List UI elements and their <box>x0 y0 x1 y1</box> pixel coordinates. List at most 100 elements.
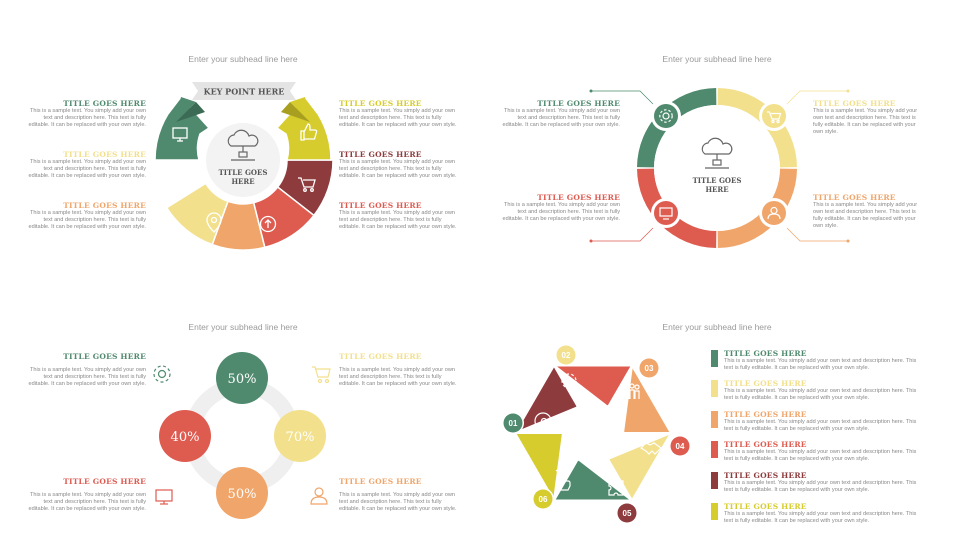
item-description: This is a sample text. You simply add yo… <box>28 367 146 387</box>
q4-legend-color-bar <box>711 380 718 397</box>
q4-number-badge <box>503 413 523 433</box>
item-title: TITLE GOES HERE <box>537 193 620 202</box>
q3-circle-right <box>274 410 326 462</box>
item-description: This is a sample text. You simply add yo… <box>724 449 917 462</box>
q2-connector-orange <box>786 227 848 242</box>
q2-center-title-line1: TITLE GOES <box>693 176 742 185</box>
q2-connector-green <box>591 90 654 105</box>
item-description: This is a sample text. You simply add yo… <box>502 108 620 128</box>
item-description: This is a sample text. You simply add yo… <box>724 358 917 371</box>
q1-item-green: TITLE GOES HERE This is a sample text. Y… <box>26 99 146 129</box>
q4-legend-color-bar <box>711 411 718 428</box>
item-title: TITLE GOES HERE <box>63 477 146 486</box>
q4-legend-3: TITLE GOES HERE This is a sample text. Y… <box>724 410 924 433</box>
q4-legend-color-bar <box>711 472 718 489</box>
q4-legend-bars <box>711 350 718 520</box>
item-title: TITLE GOES HERE <box>724 471 807 480</box>
item-title: TITLE GOES HERE <box>724 349 807 358</box>
item-title: TITLE GOES HERE <box>724 502 807 511</box>
item-title: TITLE GOES HERE <box>339 352 422 361</box>
item-title: TITLE GOES HERE <box>724 440 807 449</box>
item-title: TITLE GOES HERE <box>339 201 422 210</box>
q4-badges: 01 02 03 04 05 06 <box>502 344 691 524</box>
q4-number-label: 01 <box>509 419 518 428</box>
q1-wheel: KEY POINT HERE TITLE GOES HERE <box>154 82 334 251</box>
q4-legend-color-bar <box>711 441 718 458</box>
q2-badge-green <box>651 101 681 131</box>
item-title: TITLE GOES HERE <box>339 150 422 159</box>
q2-badge-orange <box>759 198 789 228</box>
q4-number-badge <box>639 358 659 378</box>
puzzle-icon <box>608 478 626 496</box>
item-description: This is a sample text. You simply add yo… <box>813 202 918 229</box>
item-title: TITLE GOES HERE <box>724 379 807 388</box>
q4-aperture: 01 02 03 04 05 06 <box>502 344 718 524</box>
q4-number-badge <box>617 503 637 523</box>
q4-legend-6: TITLE GOES HERE This is a sample text. Y… <box>724 502 924 525</box>
item-description: This is a sample text. You simply add yo… <box>339 210 457 230</box>
q1-item-yellow: TITLE GOES HERE This is a sample text. Y… <box>339 99 459 129</box>
item-description: This is a sample text. You simply add yo… <box>339 492 457 512</box>
q4-segments <box>512 362 674 504</box>
key-point-banner <box>192 82 296 100</box>
q1-segment-light-yellow <box>165 182 229 246</box>
cart-icon <box>312 366 331 384</box>
q1-arrow-tip-left <box>176 97 196 122</box>
upload-icon <box>259 215 277 233</box>
q1-item-red: TITLE GOES HERE This is a sample text. Y… <box>339 201 459 231</box>
location-pin-icon <box>206 212 222 233</box>
q4-number-badge <box>556 345 576 365</box>
item-title: TITLE GOES HERE <box>537 99 620 108</box>
q2-center-title-line2: HERE <box>705 185 728 194</box>
q3-item-red: TITLE GOES HERE This is a sample text. Y… <box>26 477 146 513</box>
q2-item-red: TITLE GOES HERE This is a sample text. Y… <box>500 193 620 223</box>
q3-percent-top: 50% <box>228 372 257 387</box>
q4-number-badge <box>670 436 690 456</box>
thumbs-up-icon <box>300 123 318 141</box>
item-description: This is a sample text. You simply add yo… <box>28 108 146 128</box>
cart-icon <box>298 177 316 192</box>
q4-blade-green <box>552 457 635 502</box>
key-point-text: KEY POINT HERE <box>204 87 285 97</box>
head-gear-icon <box>534 412 554 432</box>
gear-icon <box>153 365 171 383</box>
handshake-icon <box>640 442 662 455</box>
q3-circle-bottom <box>216 467 268 519</box>
item-title: TITLE GOES HERE <box>63 352 146 361</box>
item-title: TITLE GOES HERE <box>724 410 807 419</box>
item-description: This is a sample text. You simply add yo… <box>724 480 917 493</box>
q2-segment-red <box>637 168 717 248</box>
q1-item-orange: TITLE GOES HERE This is a sample text. Y… <box>26 201 146 231</box>
q2-segments <box>637 88 797 248</box>
user-icon <box>310 487 328 505</box>
item-description: This is a sample text. You simply add yo… <box>724 511 917 524</box>
q1-subhead: Enter your subhead line here <box>188 54 298 64</box>
q4-number-label: 05 <box>623 509 632 518</box>
q1-item-dark-red: TITLE GOES HERE This is a sample text. Y… <box>339 150 459 180</box>
item-description: This is a sample text. You simply add yo… <box>813 108 918 135</box>
gear-icon <box>561 373 577 389</box>
q4-legend-color-bar <box>711 350 718 367</box>
q4-blade-light-yellow <box>606 430 674 503</box>
q1-arrow-tip-right <box>290 97 310 122</box>
q2-ring: TITLE GOES HERE <box>589 88 850 248</box>
item-description: This is a sample text. You simply add yo… <box>339 159 457 179</box>
gear-icon <box>659 109 673 123</box>
q2-segment-green <box>637 88 717 168</box>
q3-item-green: TITLE GOES HERE This is a sample text. Y… <box>26 352 146 388</box>
q4-number-label: 06 <box>539 495 548 504</box>
item-description: This is a sample text. You simply add yo… <box>724 419 917 432</box>
q4-legend-2: TITLE GOES HERE This is a sample text. Y… <box>724 379 924 402</box>
q4-legend-color-bar <box>711 503 718 520</box>
q2-segment-orange <box>717 168 797 248</box>
q4-legend-4: TITLE GOES HERE This is a sample text. Y… <box>724 440 924 463</box>
cloud-network-icon <box>701 137 733 169</box>
q4-legend-1: TITLE GOES HERE This is a sample text. Y… <box>724 349 924 372</box>
item-description: This is a sample text. You simply add yo… <box>724 388 917 401</box>
q3-subhead: Enter your subhead line here <box>188 322 298 332</box>
item-title: TITLE GOES HERE <box>63 201 146 210</box>
click-icon <box>555 468 571 491</box>
monitor-icon <box>155 489 173 505</box>
q4-subhead: Enter your subhead line here <box>662 322 772 332</box>
item-description: This is a sample text. You simply add yo… <box>28 159 146 179</box>
